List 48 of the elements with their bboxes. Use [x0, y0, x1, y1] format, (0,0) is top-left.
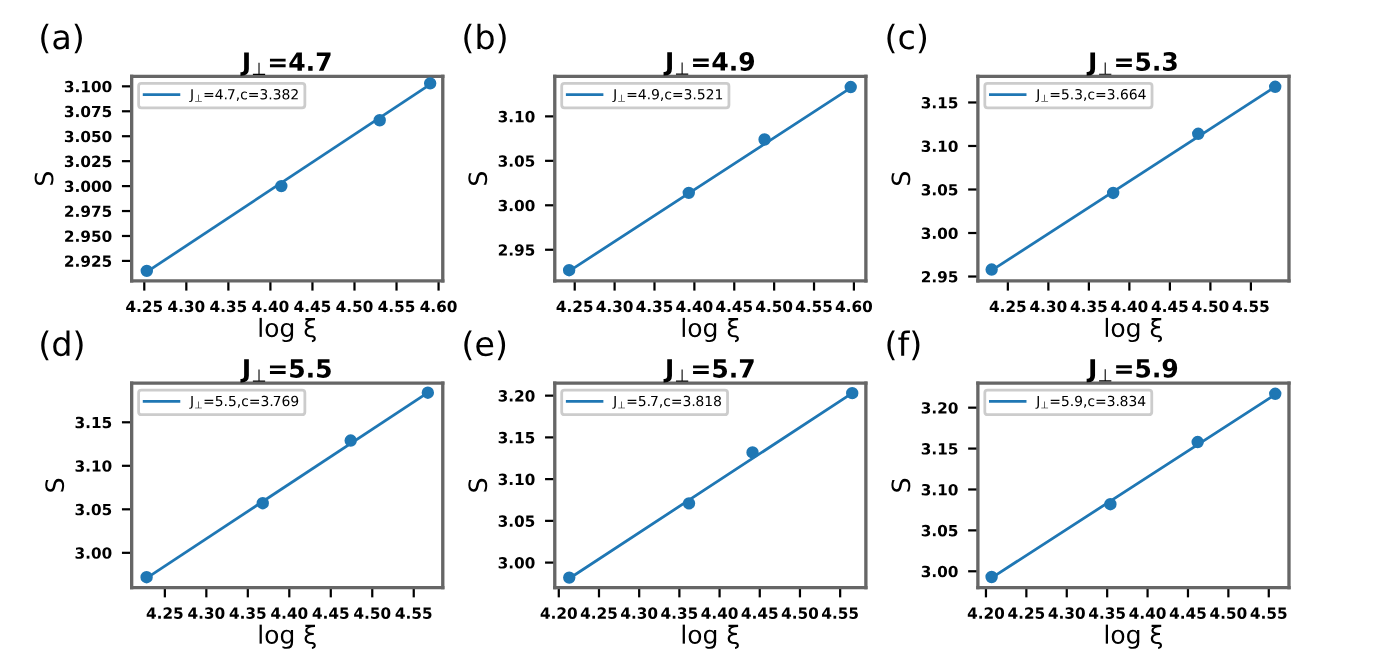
y-axis-title: S	[891, 478, 911, 492]
y-axis-title: S	[891, 172, 911, 185]
point	[682, 497, 696, 510]
text: (a)	[41, 23, 82, 54]
point	[844, 80, 857, 94]
chart-title: J$_{⊥}$=4.7	[240, 52, 331, 76]
chart-title: J$_{⊥}$=5.7	[663, 359, 754, 383]
point	[373, 114, 386, 127]
point	[563, 571, 576, 584]
point	[423, 77, 437, 90]
point	[846, 386, 859, 400]
chart-title: J$_{⊥}$=4.9	[663, 52, 755, 76]
x-axis-title: log ξ	[1105, 624, 1162, 649]
point	[1106, 186, 1120, 200]
chart-title: J$_{⊥}$=5.5	[240, 359, 331, 383]
y-axis-title: S	[45, 478, 65, 492]
point	[1191, 435, 1204, 449]
point	[140, 571, 153, 584]
y-axis-title: S	[468, 172, 488, 185]
text: (f)	[887, 330, 920, 361]
y-axis-title: S	[34, 172, 54, 185]
y-axis-title: S	[468, 478, 488, 492]
x-axis-title: log ξ	[259, 624, 316, 649]
point	[140, 264, 154, 278]
point	[682, 186, 695, 200]
point	[746, 446, 759, 459]
point	[985, 263, 998, 276]
x-axis-title: log ξ	[682, 624, 739, 649]
point	[562, 264, 576, 277]
x-axis-title: log ξ	[682, 317, 739, 343]
x-axis-title: log ξ	[259, 317, 316, 343]
point	[1269, 80, 1282, 93]
point	[1192, 127, 1205, 140]
point	[1269, 387, 1282, 400]
point	[1104, 498, 1117, 511]
point	[275, 179, 288, 193]
chart-title: J$_{⊥}$=5.3	[1086, 52, 1177, 76]
point	[985, 570, 998, 584]
text: (e)	[464, 330, 506, 361]
text: (d)	[41, 330, 83, 361]
point	[758, 133, 771, 146]
text: (b)	[464, 23, 506, 54]
point	[421, 386, 435, 399]
point	[256, 497, 269, 510]
x-axis-title: log ξ	[1105, 317, 1162, 343]
point	[344, 434, 357, 447]
chart-title: J$_{⊥}$=5.9	[1086, 358, 1178, 383]
text: (c)	[887, 23, 927, 54]
